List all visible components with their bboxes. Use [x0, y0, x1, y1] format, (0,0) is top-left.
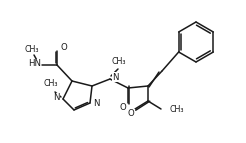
Text: N: N [53, 94, 60, 103]
Text: CH₃: CH₃ [25, 44, 39, 53]
Text: N: N [93, 99, 99, 108]
Text: O: O [120, 103, 126, 112]
Text: O: O [61, 42, 67, 51]
Text: CH₃: CH₃ [44, 79, 58, 88]
Text: CH₃: CH₃ [112, 57, 126, 66]
Text: N: N [112, 73, 119, 82]
Text: O: O [128, 110, 134, 119]
Text: CH₃: CH₃ [169, 105, 184, 114]
Text: HN: HN [28, 59, 41, 68]
